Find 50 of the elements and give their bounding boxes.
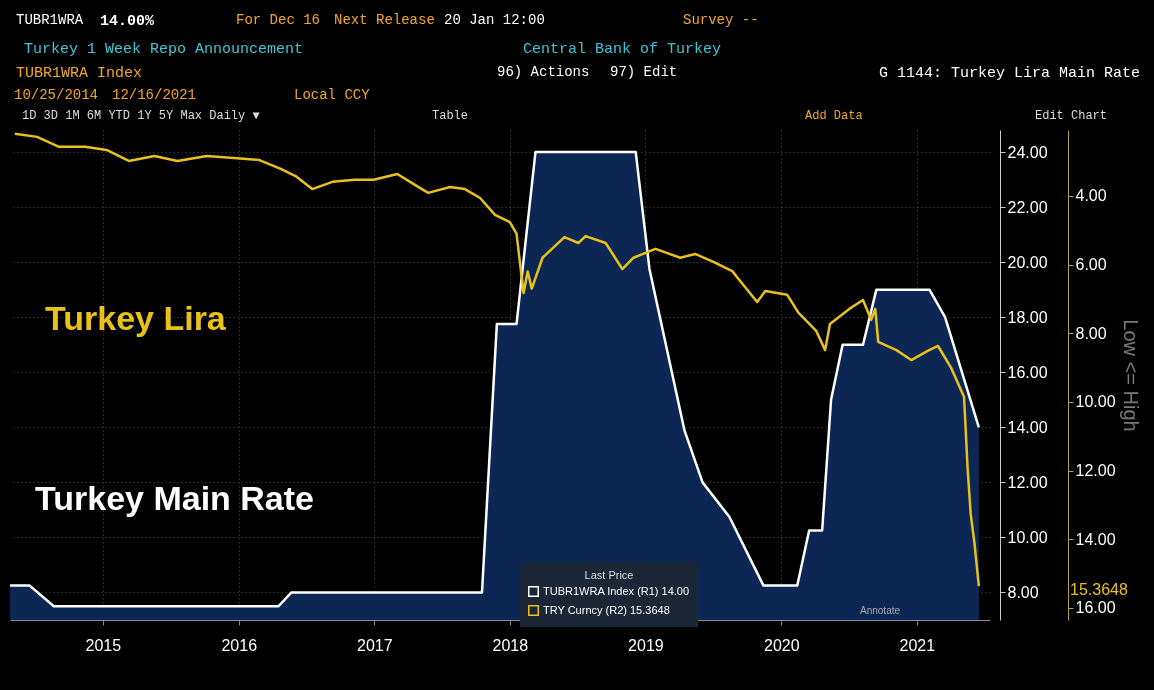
text: 97) Edit — [610, 64, 678, 80]
text: TUBR1WRA — [16, 12, 84, 28]
text: 14.00% — [100, 13, 156, 30]
y-tick-label: 24.00 — [1007, 143, 1048, 161]
text: Survey -- — [683, 12, 759, 28]
y-tick-label: 10.00 — [1007, 528, 1048, 546]
text: TUBR1WRA Index — [16, 65, 143, 82]
text: Table — [432, 109, 469, 123]
y2-tick-label: 6.00 — [1075, 256, 1107, 274]
text: G 1144: Turkey Lira Main Rate — [878, 65, 1140, 82]
x-tick-label: 2019 — [628, 636, 664, 654]
x-tick-label: 2020 — [764, 636, 800, 654]
legend-title: Last Price — [584, 569, 634, 581]
y2-tick-label: 4.00 — [1075, 187, 1107, 205]
annotation: Annotate — [860, 605, 901, 616]
text: 20 Jan 12:00 — [444, 12, 545, 28]
x-tick-label: 2017 — [357, 636, 393, 654]
text: Local CCY — [294, 87, 371, 103]
y2-tick-label: 8.00 — [1075, 324, 1107, 342]
x-tick-label: 2015 — [85, 636, 122, 654]
y-tick-label: 22.00 — [1007, 198, 1048, 216]
y-tick-label: 16.00 — [1007, 363, 1048, 381]
annotation: Turkey Lira — [45, 299, 227, 337]
annotation: Turkey Main Rate — [35, 479, 315, 517]
text: Next Release — [334, 12, 435, 28]
legend-label: TUBR1WRA Index (R1) 14.00 — [543, 584, 690, 597]
text: Edit Chart — [1035, 109, 1108, 123]
x-tick-label: 2018 — [492, 636, 529, 654]
y-tick-label: 12.00 — [1007, 473, 1048, 491]
text: 12/16/2021 — [112, 87, 197, 103]
y-tick-label: 18.00 — [1007, 308, 1048, 326]
text: 96) Actions — [497, 64, 590, 80]
text: 1D 3D 1M 6M YTD 1Y 5Y Max Daily ▼ — [22, 109, 261, 123]
y2-tick-label: 16.00 — [1075, 599, 1116, 617]
y-tick-label: 14.00 — [1007, 418, 1048, 436]
text: 15.3648 — [1070, 581, 1128, 598]
x-tick-label: 2016 — [221, 636, 258, 654]
legend-label: TRY Curncy (R2) 15.3648 — [543, 603, 670, 616]
x-tick-label: 2021 — [899, 636, 936, 654]
chart-subtitle: Central Bank of Turkey — [523, 41, 722, 58]
text: 10/25/2014 — [14, 87, 99, 103]
text: For Dec 16 — [236, 12, 321, 28]
y2-tick-label: 12.00 — [1075, 462, 1116, 480]
y-tick-label: 8.00 — [1007, 583, 1039, 601]
y2-axis-title: Low <= High — [1119, 319, 1142, 432]
y-tick-label: 20.00 — [1007, 253, 1048, 271]
y2-tick-label: 10.00 — [1075, 393, 1116, 411]
chart-title: Turkey 1 Week Repo Announcement — [24, 41, 304, 58]
text: Add Data — [805, 109, 863, 123]
y2-tick-label: 14.00 — [1075, 530, 1116, 548]
